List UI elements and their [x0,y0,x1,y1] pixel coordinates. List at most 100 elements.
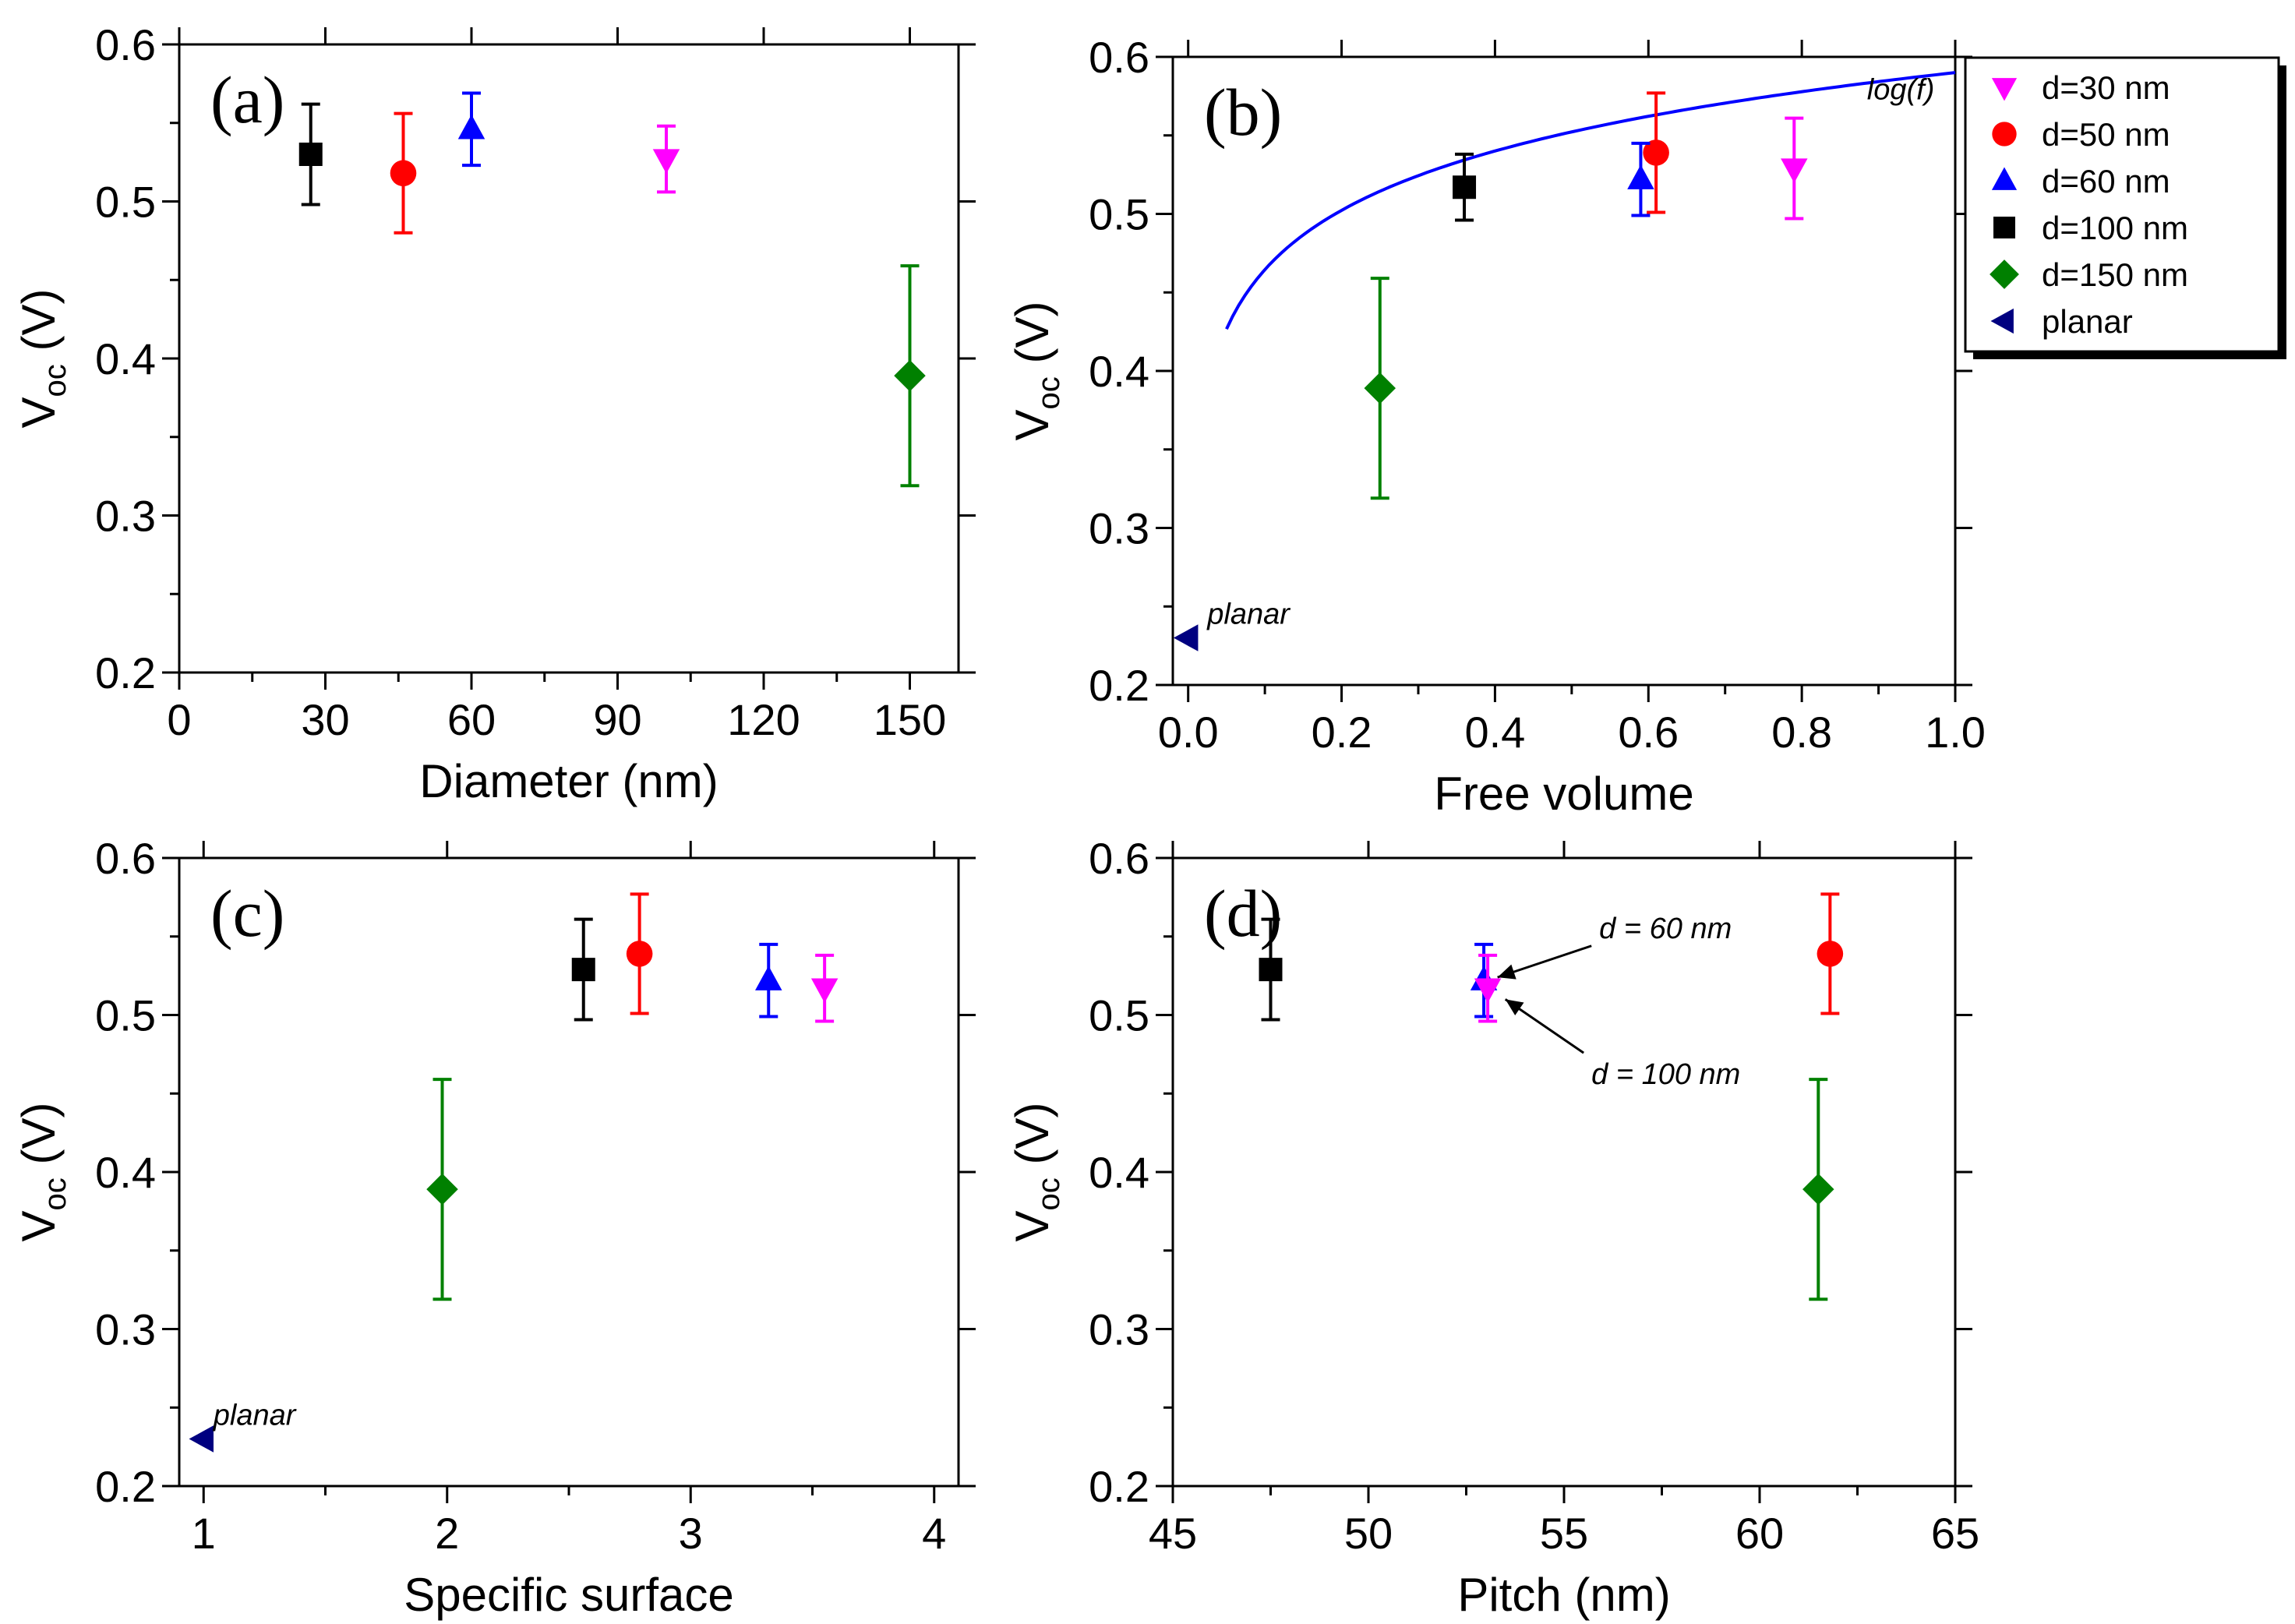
y-tick-label: 0.2 [1089,1462,1149,1511]
panel-label: (b) [1204,75,1282,150]
y-tick-label: 0.4 [1089,347,1149,396]
x-tick-label: 150 [874,695,946,744]
x-tick-label: 0.8 [1771,708,1832,757]
legend-marker-d60 [1991,167,2018,190]
legend-marker-d150 [1990,259,2019,289]
y-axis-title-unit: (V) [1006,302,1058,377]
x-tick-label: 60 [447,695,496,744]
x-tick-label: 55 [1540,1509,1588,1558]
x-tick-label: 45 [1149,1509,1197,1558]
x-tick-label: 30 [301,695,349,744]
data-point-d100 [298,143,323,167]
y-axis-title-sub: oc [1032,376,1066,409]
data-point-d50 [626,941,653,967]
annotation-text: log(f) [1867,73,1935,106]
panel-d: 45 50 55 60 65 0.2 0.3 0.4 0.5 0.6 Pitch (nm) Voc (… [1006,834,1979,1621]
annotation-text: d = 100 nm [1591,1058,1740,1091]
data-point-d50 [390,160,417,187]
x-axis-title: Pitch (nm) [1457,1569,1670,1621]
y-tick-label: 0.2 [95,648,156,697]
plot-frame [178,43,960,674]
data-point-d60 [755,966,782,990]
y-tick-label: 0.3 [95,1305,156,1354]
y-axis-title: Voc (V) [1006,1103,1066,1242]
x-tick-label: 0.2 [1312,708,1372,757]
x-tick-label: 0.6 [1618,708,1679,757]
data-point-d150 [1364,372,1396,404]
data-point-d150 [426,1173,458,1206]
y-tick-label: 0.6 [95,20,156,69]
y-tick-label: 0.4 [95,1148,156,1197]
legend-label: d=50 nm [2042,116,2170,153]
x-tick-label: 60 [1735,1509,1784,1558]
legend-marker-d50 [1992,122,2017,147]
annotation-text: planar [213,1399,297,1432]
y-axis-title-main: V [12,1210,65,1241]
plot-frame [178,856,960,1488]
x-tick-label: 50 [1344,1509,1393,1558]
legend-marker-d30 [1991,78,2018,101]
y-tick-label: 0.2 [1089,661,1149,710]
y-axis-title-main: V [12,397,65,428]
y-axis-title-unit: (V) [12,1103,65,1178]
panel-a: 0 30 60 90 120 150 0.2 0.3 0.4 0.5 0.6 Diameter (nm… [12,20,976,807]
x-tick-label: 2 [435,1509,459,1558]
x-axis-title: Specific surface [404,1569,734,1621]
data-point-d100 [571,958,595,982]
y-tick-label: 0.5 [1089,991,1149,1040]
data-point-d30 [1781,158,1808,183]
legend-box [1964,56,2280,353]
data-point-d30 [1474,978,1502,1003]
x-tick-label: 1.0 [1925,708,1986,757]
y-axis-title: Voc (V) [12,289,72,429]
y-axis-title-sub: oc [38,1177,72,1210]
legend-label: planar [2042,303,2133,340]
data-point-planar [1173,624,1199,651]
annotation-arrowhead [1497,964,1516,980]
panel-label: (c) [210,876,284,951]
y-tick-label: 0.2 [95,1462,156,1511]
fit-curve [1225,71,1956,330]
y-axis-title-sub: oc [38,364,72,397]
y-tick-label: 0.3 [95,492,156,541]
x-axis-title: Free volume [1434,768,1693,820]
legend-marker-d100 [1993,217,2015,238]
y-tick-label: 0.6 [1089,834,1149,883]
y-tick-label: 0.4 [1089,1148,1149,1197]
y-axis-title-unit: (V) [1006,1103,1058,1178]
y-tick-label: 0.3 [1089,504,1149,553]
legend-label: d=60 nm [2042,163,2170,199]
annotation-text: planar [1206,598,1290,630]
x-tick-label: 1 [192,1509,216,1558]
data-point-d100 [1259,958,1283,982]
y-axis-title: Voc (V) [1006,302,1066,441]
legend-marker-planar [1990,308,2014,334]
legend-label: d=100 nm [2042,210,2188,246]
plot-frame [1171,55,1957,687]
panel-c: 1 2 3 4 0.2 0.3 0.4 0.5 0.6 Specific surface Voc (… [12,834,976,1621]
y-axis-title: Voc (V) [12,1103,72,1242]
y-tick-label: 0.5 [95,178,156,227]
y-axis-title-sub: oc [1032,1177,1066,1210]
x-axis-title: Diameter (nm) [419,755,718,807]
legend-label: d=30 nm [2042,69,2170,106]
x-tick-label: 65 [1931,1509,1979,1558]
data-point-d30 [652,149,680,174]
annotation-text: d = 60 nm [1599,913,1732,945]
annotation-arrowhead [1505,999,1524,1016]
y-tick-label: 0.6 [1089,33,1149,82]
x-tick-label: 4 [922,1509,946,1558]
y-tick-label: 0.5 [1089,190,1149,239]
y-tick-label: 0.3 [1089,1305,1149,1354]
y-tick-label: 0.4 [95,334,156,383]
y-tick-label: 0.6 [95,834,156,883]
data-point-d60 [1627,164,1654,189]
x-tick-label: 0.4 [1464,708,1525,757]
x-tick-label: 90 [593,695,641,744]
x-tick-label: 120 [727,695,800,744]
data-point-d50 [1817,941,1844,967]
data-point-planar [189,1425,214,1453]
panel-label: (a) [210,62,284,137]
